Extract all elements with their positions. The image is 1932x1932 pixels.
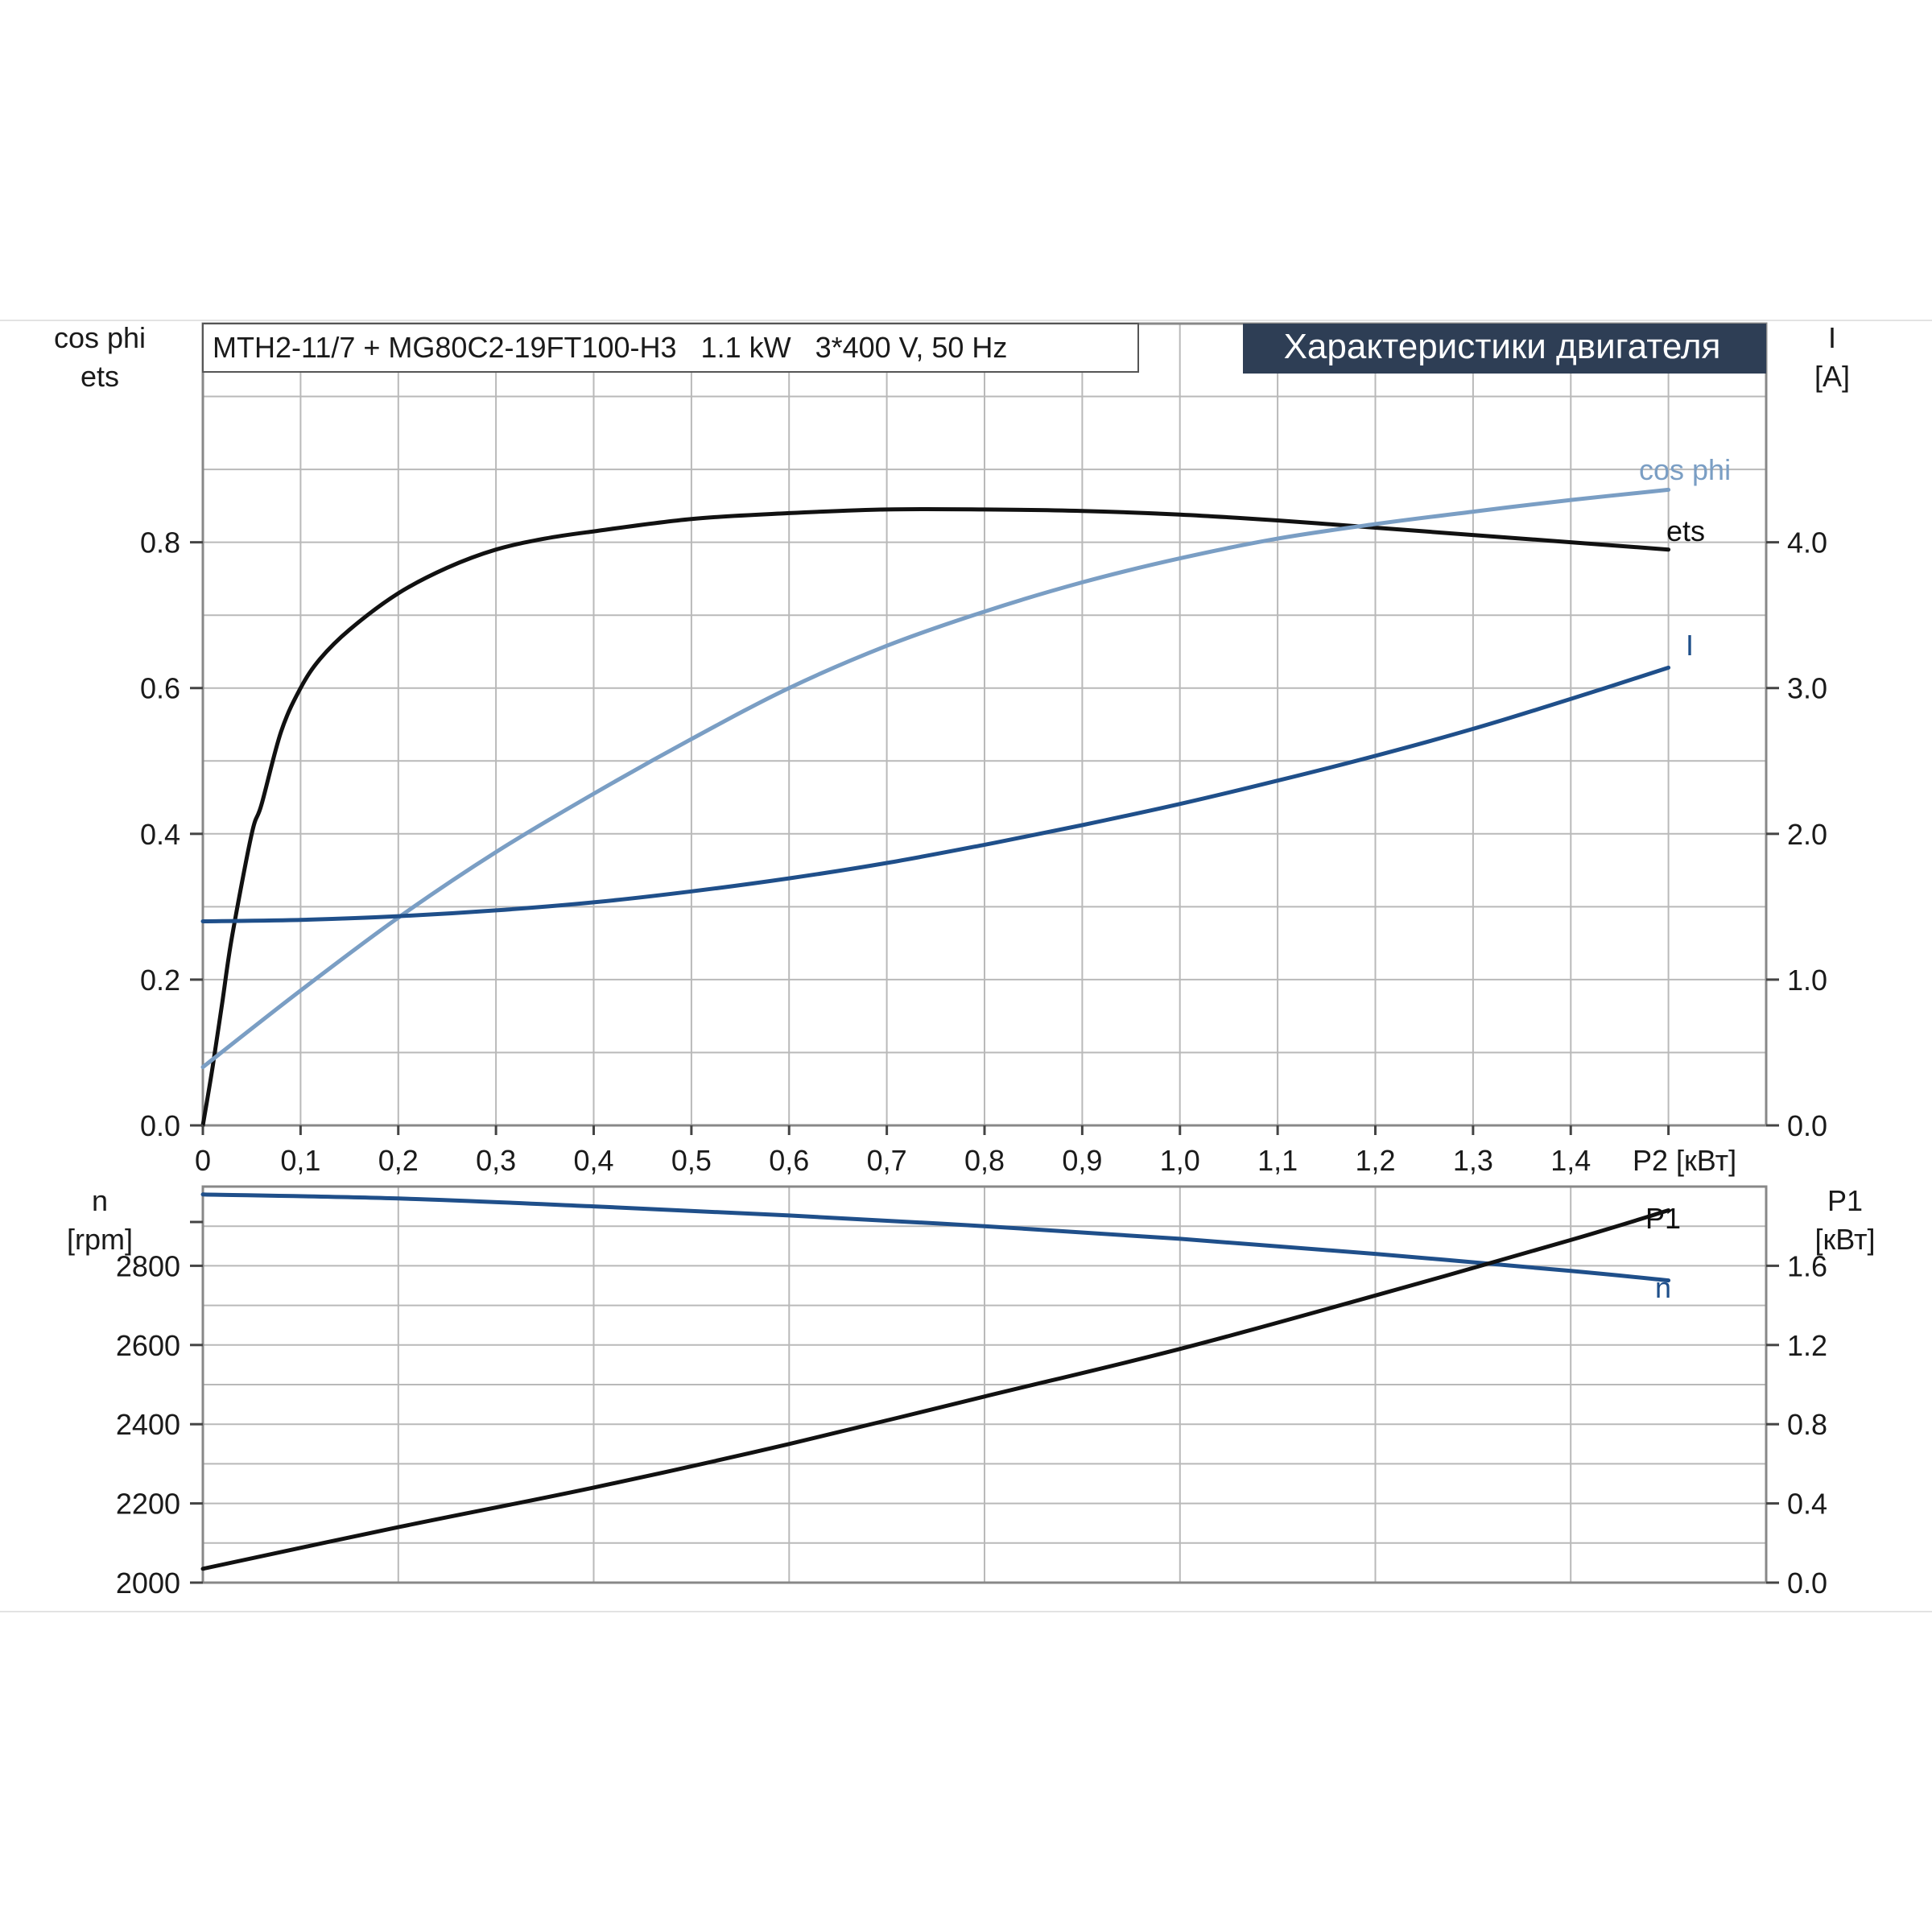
x-tick-label: 1,2 (1355, 1144, 1395, 1177)
left-tick-label: 2800 (116, 1249, 180, 1282)
right-tick-label: 1.2 (1787, 1329, 1827, 1362)
top-tick-labels: 0.0 0.2 0.4 0.6 0.8 0.0 1.0 2.0 3.0 4.0 0 0,1 0,2 0,3… (140, 526, 1827, 1177)
right-axis-label-a: [A] (1814, 360, 1850, 393)
left-tick-label: 2600 (116, 1329, 180, 1362)
left-tick-label: 0.0 (140, 1109, 180, 1142)
top-plot: 0.0 0.2 0.4 0.6 0.8 0.0 1.0 2.0 3.0 4.0 0 0,1 0,2 0,3… (54, 321, 1850, 1177)
right-tick-label: 0.8 (1787, 1408, 1827, 1441)
x-tick-label: 0,8 (964, 1144, 1005, 1177)
right-tick-label: 3.0 (1787, 672, 1827, 705)
bottom-series-group (200, 1192, 1671, 1571)
bottom-gridlines (203, 1187, 1766, 1583)
chart-title: Характеристики двигателя (1284, 327, 1721, 366)
bottom-plot-frame (201, 1185, 1768, 1584)
series-label-i: I (1686, 629, 1694, 662)
x-tick-label: 0,6 (769, 1144, 809, 1177)
series-line-n (200, 1192, 1671, 1283)
x-tick-label: 0,2 (378, 1144, 419, 1177)
series-label-p1: P1 (1645, 1202, 1681, 1235)
right-axis-label-p1: P1 (1827, 1184, 1863, 1217)
top-gridlines (203, 324, 1766, 1125)
series-line-p1 (200, 1208, 1671, 1571)
x-tick-label: 0,7 (867, 1144, 907, 1177)
left-tick-label: 2200 (116, 1488, 180, 1521)
series-label-ets: ets (1666, 514, 1705, 547)
top-series-group (200, 487, 1671, 1128)
left-tick-label: 0.8 (140, 526, 180, 559)
model-box (202, 323, 1139, 373)
right-tick-label: 0.4 (1787, 1488, 1827, 1521)
bottom-plot: 2000 2200 2400 2600 2800 0.0 0.4 0.8 1.2 1.6 n [r… (67, 1184, 1876, 1600)
x-tick-label: 1,4 (1550, 1144, 1591, 1177)
left-tick-label: 2000 (116, 1567, 180, 1600)
x-tick-label: 1,0 (1160, 1144, 1200, 1177)
x-tick-label: 1,3 (1453, 1144, 1493, 1177)
left-axis-label-cosphi: cos phi (54, 321, 146, 354)
x-tick-label: 0,5 (671, 1144, 712, 1177)
right-axis-label-kw: [кВт] (1814, 1223, 1875, 1256)
title-banner (1243, 324, 1766, 374)
x-tick-label: 0,4 (573, 1144, 613, 1177)
left-axis-label-n: n (92, 1184, 108, 1217)
series-label-n: n (1655, 1271, 1671, 1304)
right-axis-label-i: I (1828, 321, 1836, 354)
bottom-tick-labels: 2000 2200 2400 2600 2800 0.0 0.4 0.8 1.2 1.6 (116, 1220, 1827, 1600)
x-tick-label: 0 (195, 1144, 211, 1177)
x-tick-label: 0,9 (1062, 1144, 1102, 1177)
left-axis-label-ets: ets (80, 360, 119, 393)
x-tick-label: 0,1 (280, 1144, 320, 1177)
right-tick-label: 2.0 (1787, 818, 1827, 851)
left-tick-label: 0.6 (140, 672, 180, 705)
series-line-ets (200, 506, 1671, 1128)
series-line-i (200, 665, 1671, 923)
right-tick-label: 0.0 (1787, 1109, 1827, 1142)
right-tick-label: 0.0 (1787, 1567, 1827, 1600)
series-label-cosphi: cos phi (1639, 453, 1731, 486)
right-tick-label: 1.6 (1787, 1249, 1827, 1282)
model-subtitle: MTH2-11/7 + MG80C2-19FT100-H3 1.1 kW 3*4… (213, 331, 1007, 364)
right-tick-label: 4.0 (1787, 526, 1827, 559)
series-line-cos-phi (200, 487, 1671, 1070)
left-tick-label: 0.4 (140, 818, 180, 851)
left-axis-label-rpm: [rpm] (67, 1223, 133, 1256)
x-tick-label: 1,1 (1257, 1144, 1298, 1177)
left-tick-label: 0.2 (140, 964, 180, 997)
left-tick-label: 2400 (116, 1408, 180, 1441)
right-tick-label: 1.0 (1787, 964, 1827, 997)
x-axis-unit-label: P2 [кВт] (1633, 1144, 1736, 1177)
x-tick-label: 0,3 (476, 1144, 516, 1177)
